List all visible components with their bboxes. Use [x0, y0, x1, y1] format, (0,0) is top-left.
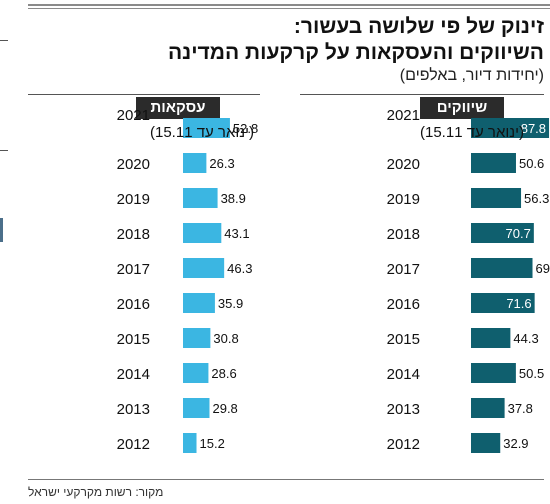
- year-label-marketing-2019: 2019: [387, 191, 420, 208]
- value-label-marketing-2020: 50.6: [519, 156, 544, 171]
- year-note-deals-2021: (ינואר עד 15.11): [150, 124, 254, 141]
- chart-subtitle: (יחידות דיור, באלפים): [399, 67, 544, 84]
- margin-tick: [0, 150, 8, 151]
- value-label-deals-2021: 52.8: [233, 121, 258, 136]
- year-note-marketing-2021: (ינואר עד 15.11): [420, 124, 524, 141]
- year-label-deals-2017: 2017: [117, 261, 150, 278]
- source-rule: [28, 479, 544, 480]
- year-label-deals-2013: 2013: [117, 401, 150, 418]
- value-label-deals-2016: 35.9: [218, 296, 243, 311]
- year-label-marketing-2020: 2020: [387, 156, 420, 173]
- value-label-marketing-2016: 71.6: [506, 296, 531, 311]
- bar-deals-2021: [183, 118, 230, 138]
- bar-marketing-2013: [471, 398, 505, 418]
- bar-marketing-2021: [471, 118, 550, 138]
- year-label-deals-2016: 2016: [117, 296, 150, 313]
- bar-marketing-2014: [471, 363, 516, 383]
- bar-deals-2014: [183, 363, 209, 383]
- value-label-marketing-2015: 44.3: [513, 331, 538, 346]
- bar-marketing-2017: [471, 258, 533, 278]
- year-label-deals-2020: 2020: [117, 156, 150, 173]
- year-label-marketing-2012: 2012: [387, 436, 420, 453]
- value-label-deals-2020: 26.3: [209, 156, 234, 171]
- year-label-deals-2018: 2018: [117, 226, 150, 243]
- top-rule: [28, 4, 550, 6]
- year-label-marketing-2014: 2014: [387, 366, 420, 383]
- value-label-marketing-2021: 87.8: [521, 121, 546, 136]
- value-label-marketing-2012: 32.9: [503, 436, 528, 451]
- margin-accent: [0, 218, 3, 242]
- value-label-deals-2012: 15.2: [200, 436, 225, 451]
- value-label-deals-2014: 28.6: [211, 366, 236, 381]
- bar-marketing-2015: [471, 328, 511, 348]
- bar-deals-2017: [183, 258, 225, 278]
- bar-deals-2016: [183, 293, 215, 313]
- value-label-deals-2013: 29.8: [212, 401, 237, 416]
- value-label-marketing-2017: 69.2: [536, 261, 550, 276]
- bar-deals-2019: [183, 188, 218, 208]
- bar-marketing-2012: [471, 433, 501, 453]
- year-label-marketing-2013: 2013: [387, 401, 420, 418]
- bar-deals-2013: [183, 398, 210, 418]
- value-label-deals-2018: 43.1: [224, 226, 249, 241]
- panel-rule-marketing: [300, 94, 544, 95]
- value-label-deals-2019: 38.9: [221, 191, 246, 206]
- year-label-deals-2014: 2014: [117, 366, 150, 383]
- year-label-marketing-2016: 2016: [387, 296, 420, 313]
- year-label-marketing-2021: 2021: [387, 107, 420, 124]
- bar-marketing-2016: [471, 293, 535, 313]
- chart-title-line-1: זינוק של פי שלושה בעשור:: [293, 15, 544, 38]
- margin-tick: [0, 40, 8, 41]
- value-label-deals-2015: 30.8: [213, 331, 238, 346]
- year-label-marketing-2018: 2018: [387, 226, 420, 243]
- bar-marketing-2018: [471, 223, 534, 243]
- value-label-deals-2017: 46.3: [227, 261, 252, 276]
- year-label-marketing-2015: 2015: [387, 331, 420, 348]
- bar-deals-2012: [183, 433, 197, 453]
- value-label-marketing-2018: 70.7: [506, 226, 531, 241]
- chart-title-line-2: השיווקים והעסקאות על קרקעות המדינה: [167, 41, 544, 64]
- source-note: מקור: רשות מקרקעי ישראל: [28, 485, 164, 499]
- year-label-marketing-2017: 2017: [387, 261, 420, 278]
- value-label-marketing-2013: 37.8: [508, 401, 533, 416]
- panel-header-deals: עסקאות: [136, 97, 220, 119]
- year-label-deals-2015: 2015: [117, 331, 150, 348]
- value-label-marketing-2014: 50.5: [519, 366, 544, 381]
- panel-rule-deals: [28, 94, 260, 95]
- value-label-marketing-2019: 56.3: [524, 191, 549, 206]
- panel-header-marketing: שיווקים: [420, 97, 504, 119]
- bar-deals-2020: [183, 153, 207, 173]
- chart-titles: זינוק של פי שלושה בעשור: השיווקים והעסקא…: [24, 14, 544, 86]
- bar-deals-2018: [183, 223, 222, 243]
- bar-marketing-2019: [471, 188, 522, 208]
- year-label-deals-2012: 2012: [117, 436, 150, 453]
- bar-marketing-2020: [471, 153, 516, 173]
- year-label-deals-2019: 2019: [117, 191, 150, 208]
- bar-deals-2015: [183, 328, 211, 348]
- top-rule-thin: [28, 8, 550, 9]
- year-label-deals-2021: 2021: [117, 107, 150, 124]
